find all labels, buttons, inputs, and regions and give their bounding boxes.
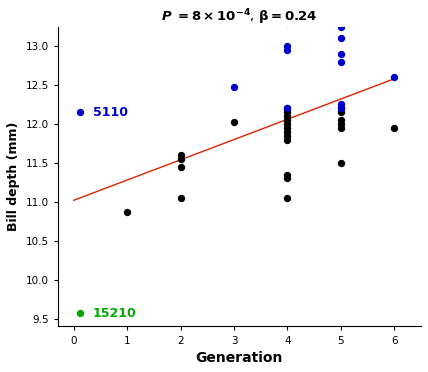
Point (338, 105, 345, 111)
Text: 15210: 15210 (92, 307, 136, 320)
Point (284, 105, 291, 111)
Point (177, 156, 184, 162)
Point (177, 164, 184, 170)
Point (284, 195, 291, 201)
Point (284, 133, 291, 139)
Point (177, 152, 184, 158)
Text: 5110: 5110 (92, 106, 128, 119)
Point (338, 35, 345, 41)
Point (338, 117, 345, 123)
Point (284, 47, 291, 53)
Point (284, 105, 291, 111)
Point (284, 113, 291, 119)
Y-axis label: Bill depth (mm): Bill depth (mm) (7, 122, 20, 231)
Point (284, 109, 291, 115)
Point (338, 59, 345, 65)
X-axis label: Generation: Generation (196, 351, 283, 365)
Point (177, 195, 184, 201)
Point (77, 109, 83, 115)
Point (284, 20, 291, 26)
Point (391, 74, 398, 80)
Point (284, 43, 291, 49)
Point (338, 160, 345, 166)
Point (338, 51, 345, 57)
Point (338, 105, 345, 111)
Point (338, 23, 345, 29)
Point (338, 109, 345, 115)
Point (338, 121, 345, 127)
Point (284, 117, 291, 123)
Point (77, 310, 83, 316)
Point (284, 129, 291, 135)
Point (124, 209, 131, 215)
Point (284, 171, 291, 177)
Point (284, 176, 291, 182)
Point (391, 125, 398, 131)
Point (284, 125, 291, 131)
Point (338, 102, 345, 108)
Title: $\bfit{P}$ $\bf{= 8 \times 10^{-4}\mathregular{,}\ \beta = 0.24}$: $\bfit{P}$ $\bf{= 8 \times 10^{-4}\mathr… (161, 7, 318, 26)
Point (284, 137, 291, 142)
Point (284, 121, 291, 127)
Point (338, 125, 345, 131)
Point (231, 119, 238, 125)
Point (231, 84, 238, 90)
